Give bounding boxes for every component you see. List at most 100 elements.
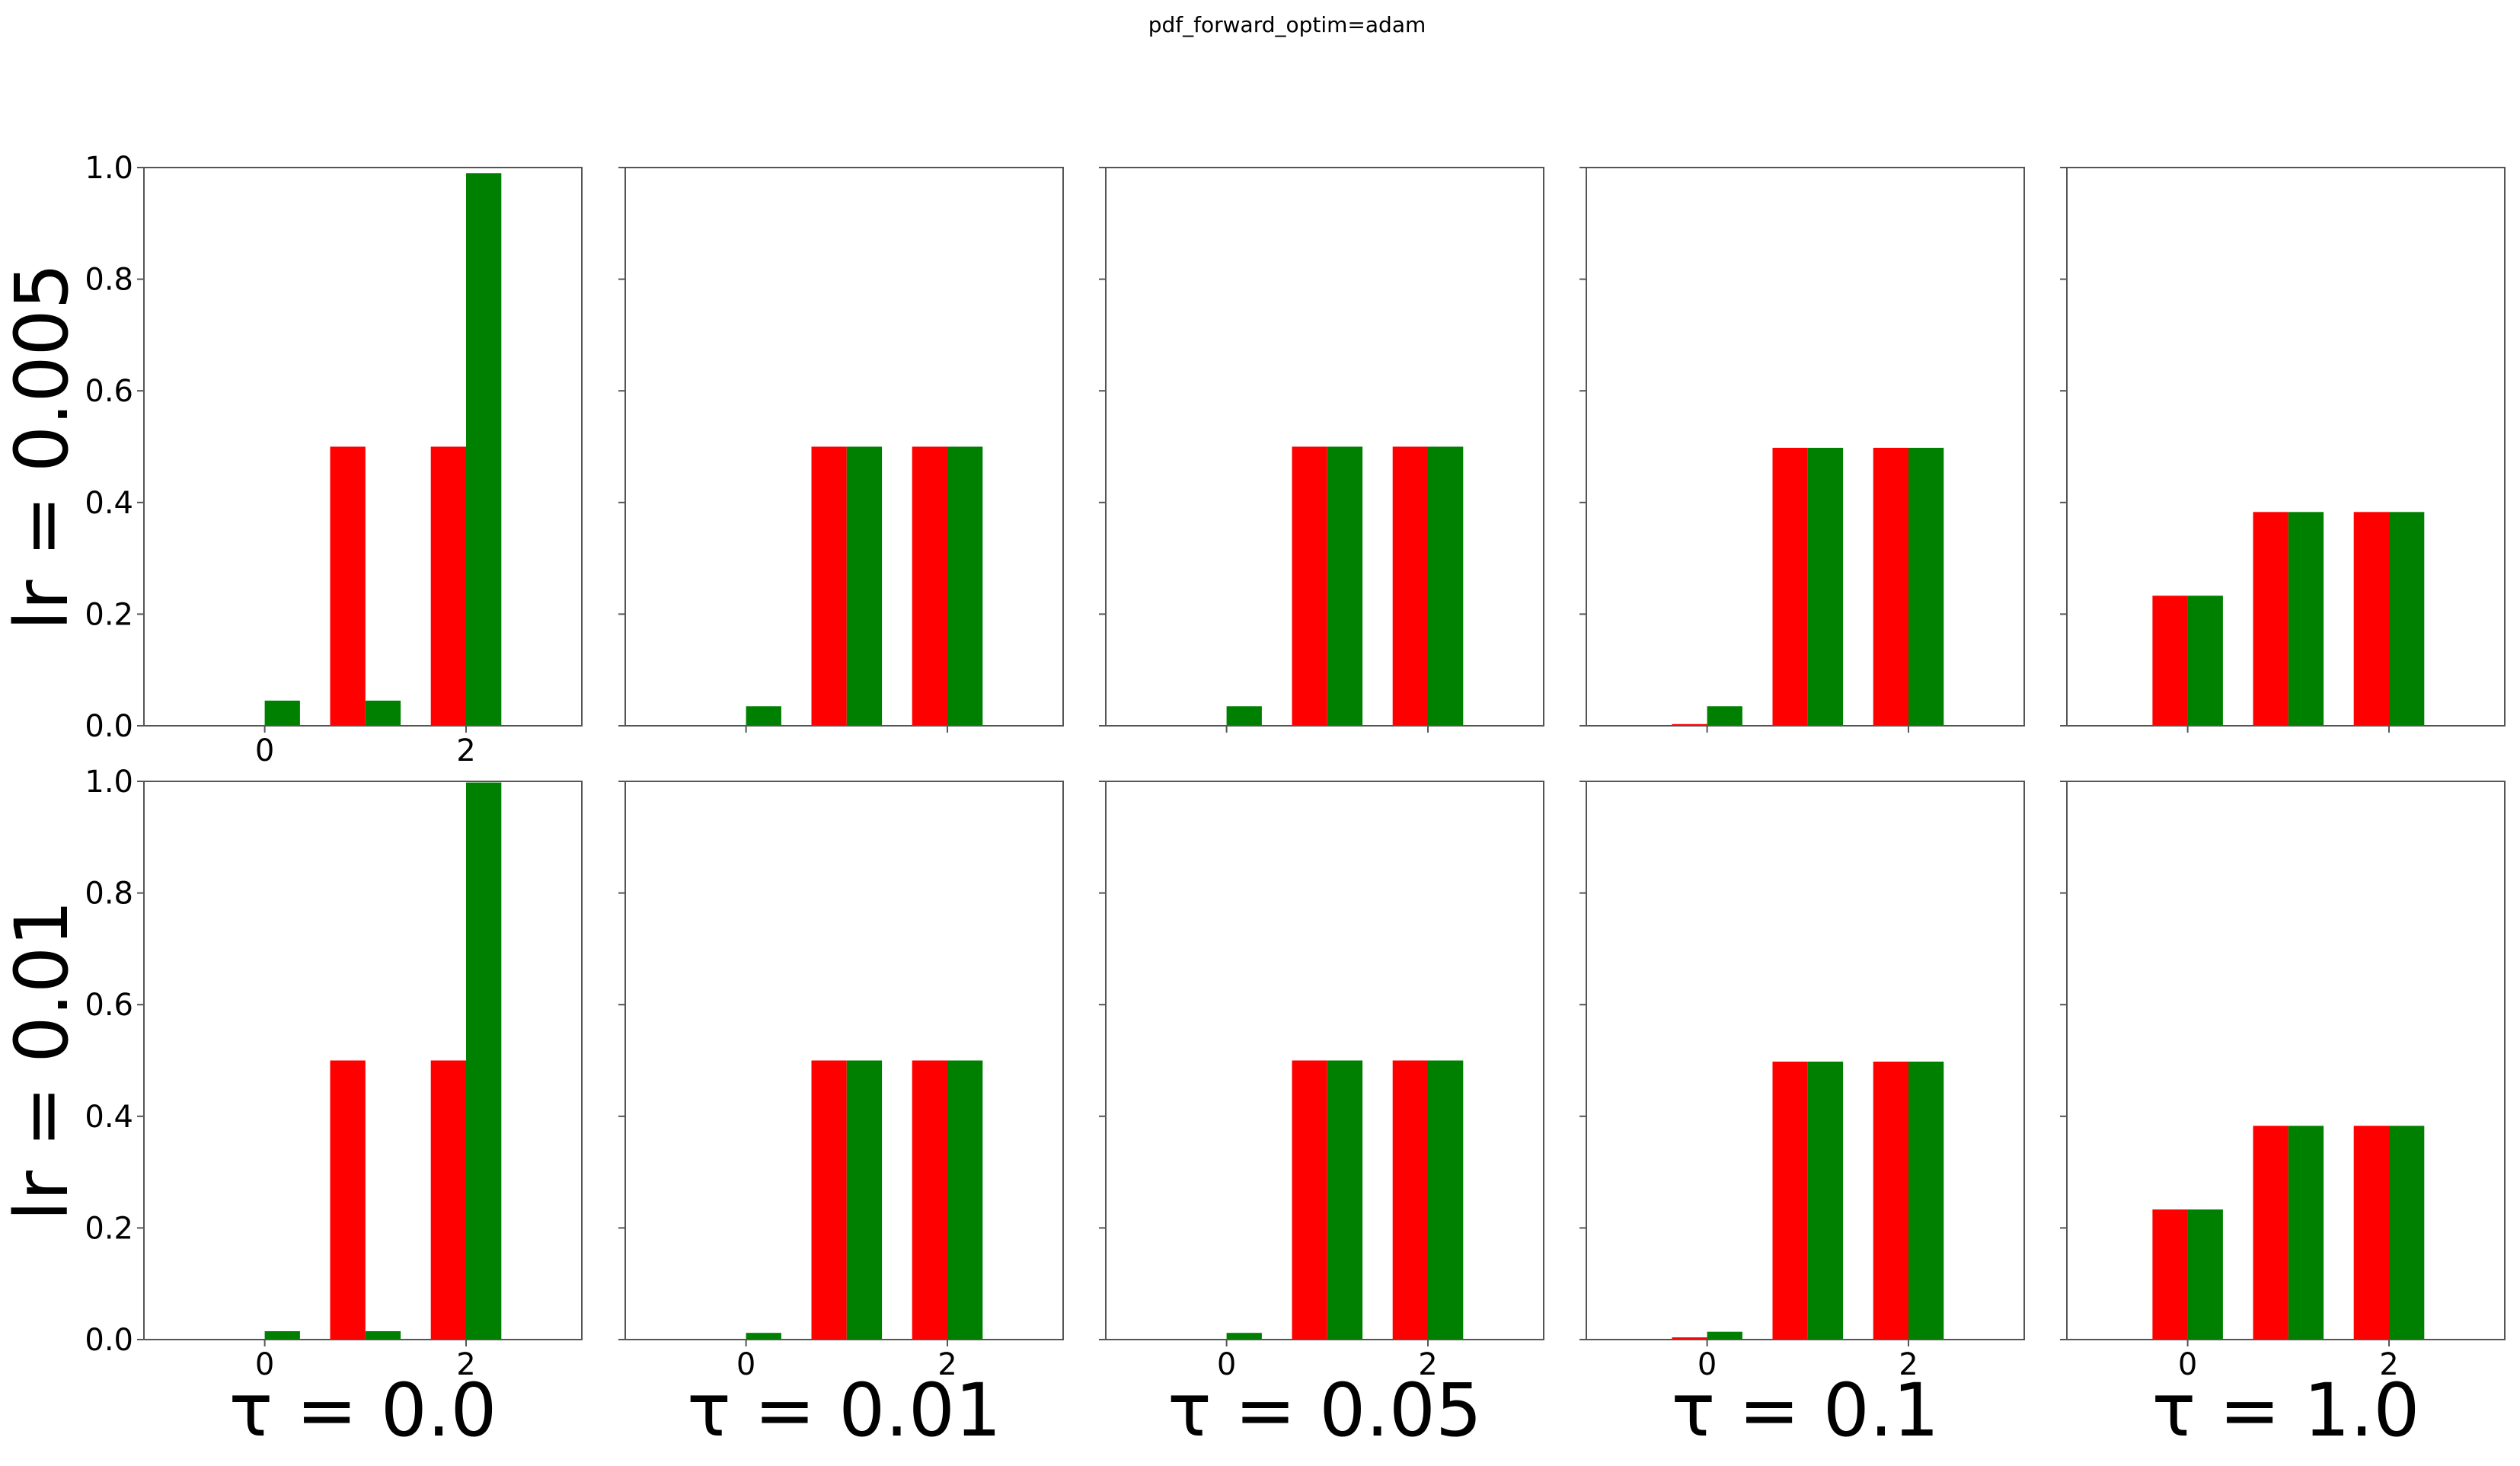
bar-s1-cat1 (1807, 1062, 1844, 1340)
bar-s0-cat1 (1292, 446, 1327, 726)
bar-s1-cat1 (1327, 446, 1363, 726)
axes-frame (2066, 167, 2506, 727)
bar-s0-cat2 (1392, 1060, 1428, 1340)
column-label: τ = 1.0 (2152, 1368, 2420, 1453)
bar-s1-cat2 (2389, 512, 2425, 726)
row-label: lr = 0.01 (0, 900, 85, 1221)
bar-s0-cat2 (1873, 1062, 1908, 1340)
column-label: τ = 0.0 (229, 1368, 497, 1453)
panels-group: 0.00.20.40.60.81.00 20.00.20.40.60.81.00 2… (0, 151, 2506, 1453)
axes-frame (1586, 167, 2025, 727)
x-tick-label: 2 (1418, 1347, 1437, 1382)
bar-s0-cat2 (1392, 446, 1428, 726)
x-tick-label: 0 (2178, 1347, 2197, 1382)
x-tick-label: 0 (1698, 1347, 1717, 1382)
bar-s0-cat2 (2353, 512, 2389, 726)
bar-s0-cat2 (430, 1060, 466, 1340)
column-label: τ = 0.01 (687, 1368, 1001, 1453)
axes-frame (624, 167, 1064, 727)
bar-s1-cat2 (1908, 448, 1944, 726)
bar-s1-cat2 (466, 173, 502, 727)
y-tick-label: 0.2 (85, 1211, 133, 1246)
row-label: lr = 0.005 (0, 263, 85, 630)
y-tick-label: 0.0 (85, 709, 133, 744)
bar-s1-cat1 (2288, 1126, 2324, 1340)
bar-s1-cat1 (2288, 512, 2324, 726)
bar-s0-cat2 (1873, 448, 1908, 726)
axes-frame (143, 781, 583, 1340)
bar-s1-cat2 (947, 1060, 983, 1340)
bar-s1-cat1 (846, 1060, 883, 1340)
bar-s1-cat2 (947, 446, 983, 726)
y-tick-label: 0.4 (85, 486, 133, 521)
x-tick-label: 0 (736, 1347, 755, 1382)
bar-s0-cat2 (2353, 1126, 2389, 1340)
figure-suptitle: pdf_forward_optim=adam (1148, 12, 1426, 37)
bar-s0-cat1 (1772, 448, 1808, 726)
bar-s1-cat0 (2187, 1209, 2223, 1340)
bar-s1-cat0 (1226, 706, 1262, 726)
y-tick-label: 0.0 (85, 1323, 133, 1358)
column-label: τ = 0.1 (1672, 1368, 1940, 1453)
bar-s1-cat1 (365, 1331, 401, 1340)
y-tick-label: 1.0 (85, 151, 133, 186)
bar-s0-cat1 (811, 1060, 847, 1340)
column-label: τ = 0.05 (1167, 1368, 1482, 1453)
bar-s0-cat1 (1292, 1060, 1327, 1340)
x-tick-label: 0 (255, 1347, 274, 1382)
subplot-r0-c0: 0.0 0.2 0.4 0.6 0.8 1.0 0 2 (85, 151, 583, 768)
x-tick-label: 2 (1899, 1347, 1918, 1382)
x-tick-label: 2 (456, 1347, 475, 1382)
bar-s0-cat1 (1772, 1062, 1808, 1340)
bar-s1-cat0 (746, 706, 781, 726)
bar-s1-cat0 (264, 701, 300, 726)
y-tick-label: 0.4 (85, 1100, 133, 1135)
subplot-r0-c2 (1099, 167, 1544, 733)
y-tick-label: 0.6 (85, 988, 133, 1023)
axes-frame (1105, 781, 1544, 1340)
bar-s0-cat1 (2253, 1126, 2288, 1340)
axes-frame (624, 781, 1064, 1340)
x-tick-label: 2 (937, 1347, 957, 1382)
bar-s1-cat1 (846, 446, 883, 726)
subplot-r0-c3 (1579, 167, 2025, 733)
bar-s1-cat1 (365, 701, 401, 726)
bar-s1-cat1 (1807, 448, 1844, 726)
bar-s0-cat1 (2253, 512, 2288, 726)
axes-frame (143, 167, 583, 727)
bar-s1-cat2 (1428, 1060, 1464, 1340)
bar-s0-cat1 (330, 446, 366, 726)
x-tick-label: 0 (1217, 1347, 1236, 1382)
x-tick-label: 2 (456, 733, 475, 768)
subplot-r1-c0: 0.0 0.2 0.4 0.6 0.8 1.0 0 2 (85, 765, 583, 1382)
bar-s1-cat0 (1707, 706, 1742, 726)
y-tick-label: 0.6 (85, 374, 133, 409)
bar-s0-cat1 (330, 1060, 366, 1340)
bar-s0-cat0 (2152, 596, 2188, 726)
y-tick-label: 1.0 (85, 765, 133, 800)
bar-s0-cat0 (1672, 723, 1707, 726)
bar-s1-cat0 (1707, 1331, 1742, 1340)
axes-frame (2066, 781, 2506, 1340)
bar-s0-cat2 (912, 1060, 947, 1340)
bar-s0-cat0 (1672, 1337, 1707, 1340)
x-tick-label: 0 (255, 733, 274, 768)
subplot-r0-c4 (2060, 167, 2506, 733)
bar-s1-cat2 (1428, 446, 1464, 726)
x-tick-label: 2 (2379, 1347, 2398, 1382)
bar-s1-cat1 (1327, 1060, 1363, 1340)
bar-s0-cat2 (912, 446, 947, 726)
axes-frame (1105, 167, 1544, 727)
bar-s1-cat0 (746, 1333, 781, 1340)
bar-s0-cat2 (430, 446, 466, 726)
bar-s1-cat0 (1226, 1333, 1262, 1340)
bar-s0-cat1 (811, 446, 847, 726)
bar-s1-cat2 (1908, 1062, 1944, 1340)
y-tick-label: 0.8 (85, 877, 133, 912)
